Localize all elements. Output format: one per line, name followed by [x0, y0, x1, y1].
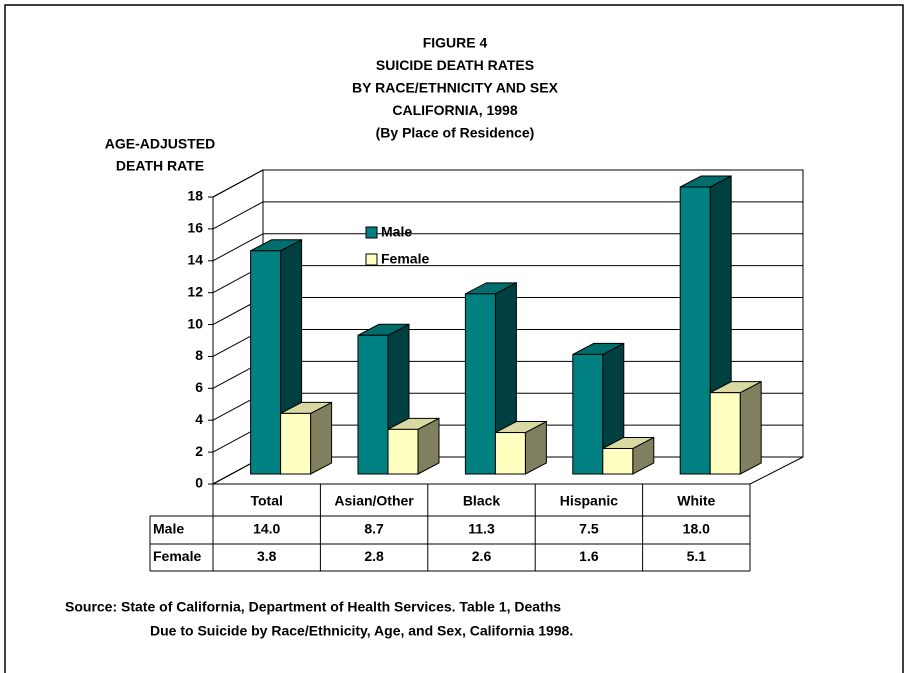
source-note: Due to Suicide by Race/Ethnicity, Age, a…: [150, 623, 573, 639]
x-tick-label: Asian/Other: [334, 493, 414, 509]
bar-side: [739, 380, 762, 475]
bar: [602, 436, 655, 475]
bar-front: [494, 432, 526, 475]
table-value: 18.0: [683, 521, 710, 537]
grid-line: [212, 201, 264, 230]
bar-front: [709, 392, 741, 475]
bar: [572, 342, 625, 475]
table-value: 14.0: [253, 521, 280, 537]
y-axis-label: AGE-ADJUSTED: [105, 136, 215, 152]
bar-front: [464, 293, 496, 475]
chart-title: FIGURE 4: [423, 35, 488, 51]
legend-label: Female: [381, 251, 429, 267]
table-row-label: Male: [153, 521, 184, 537]
table-value: 5.1: [687, 548, 707, 564]
bar: [280, 401, 333, 475]
table-value: 2.8: [364, 548, 384, 564]
bar: [250, 238, 303, 475]
bar-front: [250, 250, 282, 475]
y-axis-label: DEATH RATE: [116, 158, 204, 174]
bar: [709, 380, 762, 475]
x-tick-label: Black: [463, 493, 501, 509]
y-tick-label: 18: [187, 188, 203, 204]
grid-line: [212, 233, 264, 262]
bar-front: [357, 334, 389, 475]
x-tick-label: Hispanic: [560, 493, 619, 509]
table-value: 7.5: [579, 521, 599, 537]
bar-front: [679, 186, 711, 475]
y-tick-label: 2: [195, 443, 203, 459]
bar-front: [572, 353, 604, 475]
x-tick-label: Total: [250, 493, 282, 509]
y-tick-label: 8: [195, 347, 203, 363]
legend-swatch: [365, 253, 378, 266]
table-value: 11.3: [468, 521, 495, 537]
bar: [464, 282, 517, 475]
bar-side: [310, 401, 333, 475]
y-tick-label: 6: [195, 379, 203, 395]
bar: [494, 420, 547, 475]
y-tick-label: 10: [187, 315, 203, 331]
y-tick-label: 12: [187, 283, 203, 299]
y-tick-label: 16: [187, 220, 203, 236]
bar-front: [280, 412, 312, 475]
chart-title: SUICIDE DEATH RATES: [376, 57, 534, 73]
table-row-label: Female: [153, 548, 201, 564]
grid-line: [212, 169, 264, 198]
chart-title: (By Place of Residence): [376, 124, 535, 140]
table-value: 2.6: [472, 548, 492, 564]
chart-title: CALIFORNIA, 1998: [392, 102, 517, 118]
legend-swatch: [365, 226, 378, 239]
legend-label: Male: [381, 224, 412, 240]
x-tick-label: White: [677, 493, 715, 509]
y-tick-label: 0: [195, 475, 203, 491]
chart-title: BY RACE/ETHNICITY AND SEX: [352, 80, 559, 96]
bar-front: [387, 428, 419, 475]
bar: [387, 417, 440, 475]
y-tick-label: 4: [195, 411, 203, 427]
y-tick-label: 14: [187, 251, 203, 267]
source-note: Source: State of California, Department …: [65, 599, 561, 615]
bar-front: [602, 447, 634, 475]
table-value: 1.6: [579, 548, 599, 564]
table-value: 3.8: [257, 548, 277, 564]
table-value: 8.7: [364, 521, 384, 537]
